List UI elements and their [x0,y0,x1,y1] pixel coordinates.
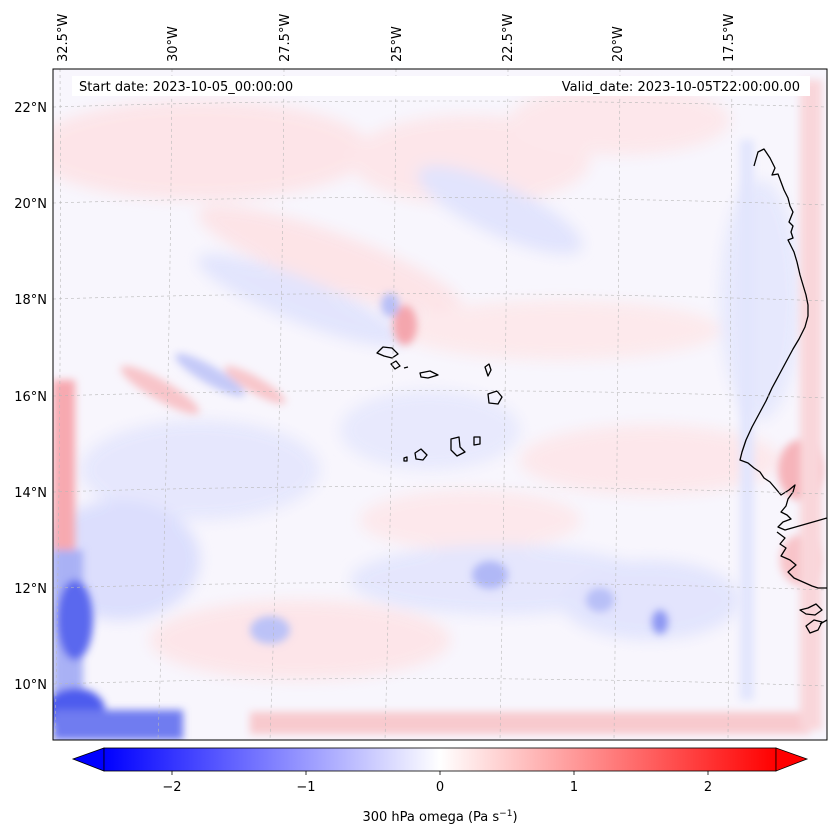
lat-label: 16°N [14,390,47,405]
colorbar-extend-min [71,747,105,772]
lat-label: 12°N [14,582,47,597]
lon-label: 25°W [390,26,405,62]
lat-label: 18°N [14,293,47,308]
header-bar [72,76,810,96]
colorbar-tick: 0 [436,780,444,795]
colorbar: −2 −1 0 1 2 300 hPa omega (Pa s−1) [71,747,809,825]
map-frame [52,68,828,741]
longitude-labels: 32.5°W 30°W 27.5°W 25°W 22.5°W 20°W 17.5… [56,14,737,62]
start-date-label: Start date: 2023-10-05_00:00:00 [79,80,293,95]
colorbar-tick: 1 [570,780,578,795]
lon-label: 22.5°W [501,14,516,62]
colorbar-tick: −2 [162,780,181,795]
lon-label: 32.5°W [56,14,71,62]
omega-field [53,69,827,740]
coastline [376,148,827,634]
latitude-labels: 22°N 20°N 18°N 16°N 14°N 12°N 10°N [14,101,47,693]
colorbar-label: 300 hPa omega (Pa s−1) [362,809,517,825]
lat-label: 20°N [14,197,47,212]
colorbar-tick: −1 [296,780,315,795]
graticule [53,69,827,740]
lon-label: 27.5°W [278,14,293,62]
lon-label: 17.5°W [722,14,737,62]
colorbar-body [103,747,777,772]
lat-label: 14°N [14,486,47,501]
lat-label: 22°N [14,101,47,116]
colorbar-tick: 2 [704,780,712,795]
lon-label: 30°W [166,26,181,62]
colorbar-extend-max [775,747,809,772]
valid-date-label: Valid_date: 2023-10-05T22:00:00.00 [562,80,800,95]
lon-label: 20°W [611,26,626,62]
lat-label: 10°N [14,678,47,693]
